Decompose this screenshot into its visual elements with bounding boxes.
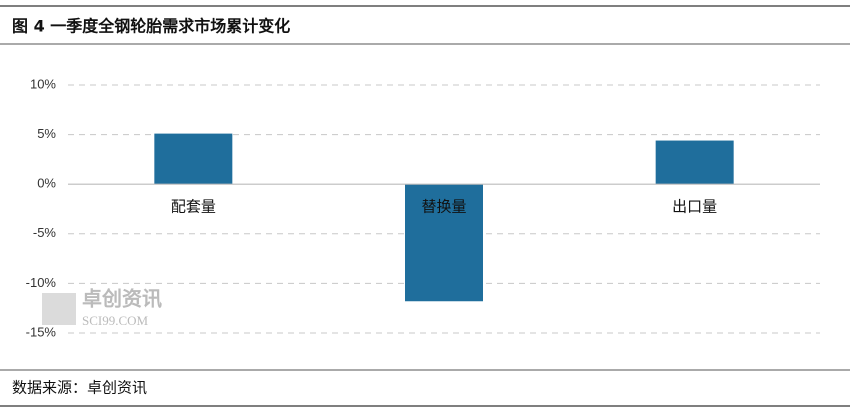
bar <box>405 184 483 302</box>
chart-title: 图 4 一季度全钢轮胎需求市场累计变化 <box>12 17 290 36</box>
y-tick-label: 5% <box>37 126 56 141</box>
watermark: SCI99.COM <box>82 313 149 328</box>
y-tick-label: -5% <box>33 225 57 240</box>
y-tick-label: -10% <box>26 275 57 290</box>
watermark-logo <box>42 293 76 325</box>
y-tick-label: -15% <box>26 324 57 339</box>
y-tick-label: 0% <box>37 176 56 191</box>
x-tick-label: 替换量 <box>421 198 466 216</box>
bar <box>154 133 233 185</box>
x-tick-label: 出口量 <box>672 198 717 216</box>
x-tick-label: 配套量 <box>171 198 216 216</box>
watermark: 卓创资讯 <box>82 287 162 311</box>
bar <box>655 140 734 185</box>
y-tick-label: 10% <box>30 76 56 91</box>
source: 数据来源：卓创资讯 <box>12 379 147 397</box>
